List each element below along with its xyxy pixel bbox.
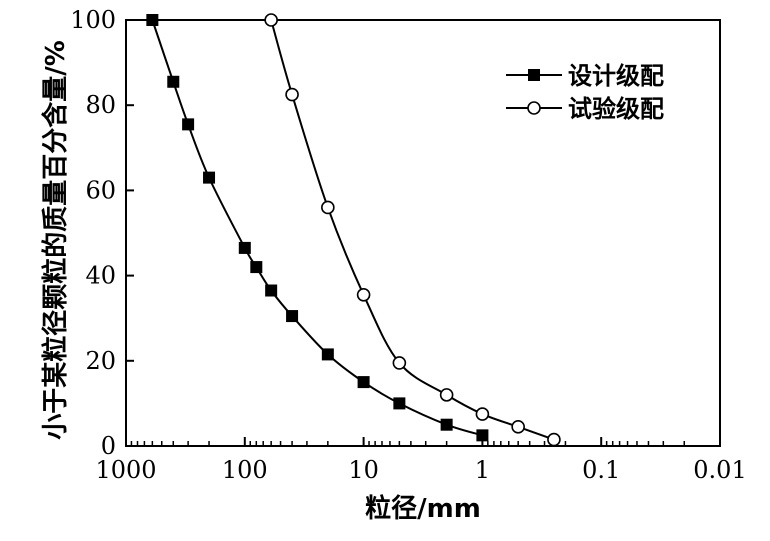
plot-frame — [125, 19, 721, 447]
series-1-point — [286, 310, 299, 323]
series-2-point — [356, 287, 371, 302]
x-tick-label: 1000 — [95, 456, 156, 484]
x-axis-ticks: 1000 100 10 1 0.1 0.01 — [95, 437, 747, 484]
y-tick-label: 80 — [85, 91, 116, 119]
legend-label-2: 试验级配 — [568, 95, 664, 123]
y-tick-label: 60 — [85, 176, 116, 204]
x-axis-title: 粒径/mm — [365, 493, 481, 524]
series-1-point — [203, 171, 216, 184]
series-1-point — [167, 75, 180, 88]
series-2-point — [321, 200, 335, 215]
series-layer — [146, 13, 561, 447]
y-axis-title: 小于某粒径颗粒的质量百分含量/% — [40, 40, 71, 440]
x-tick-label: 10 — [348, 456, 379, 484]
series-2-point — [392, 356, 407, 370]
y-tick-label: 40 — [85, 262, 116, 290]
series-1-point — [440, 418, 453, 431]
series-2-point — [511, 420, 525, 434]
series-1-point — [357, 376, 370, 389]
series-1-point — [146, 14, 159, 26]
series-2-point — [475, 407, 490, 421]
legend-marker-1 — [528, 69, 540, 81]
series-1-point — [250, 261, 263, 274]
legend-label-1: 设计级配 — [568, 62, 664, 90]
x-tick-label: 100 — [222, 456, 268, 484]
series-1-point — [321, 348, 334, 361]
series-2-point — [285, 87, 299, 102]
series-2-point — [547, 432, 561, 447]
legend-marker-2 — [527, 101, 541, 115]
series-line-2 — [270, 19, 555, 441]
series-1-point — [182, 118, 195, 131]
x-tick-label: 0.01 — [693, 456, 746, 484]
series-1-point — [393, 397, 406, 410]
y-tick-label: 0 — [101, 432, 116, 460]
series-line-1 — [151, 19, 483, 437]
y-tick-label: 100 — [70, 6, 116, 34]
y-axis-ticks: 0 20 40 60 80 100 — [70, 6, 134, 460]
series-1-point — [265, 284, 278, 297]
x-tick-label: 0.1 — [582, 456, 620, 484]
series-1-point — [238, 241, 251, 254]
series-1-point — [476, 429, 489, 442]
x-tick-label: 1 — [475, 456, 490, 484]
series-2-point — [264, 13, 278, 27]
y-tick-label: 20 — [85, 347, 116, 375]
series-2-point — [439, 388, 454, 402]
